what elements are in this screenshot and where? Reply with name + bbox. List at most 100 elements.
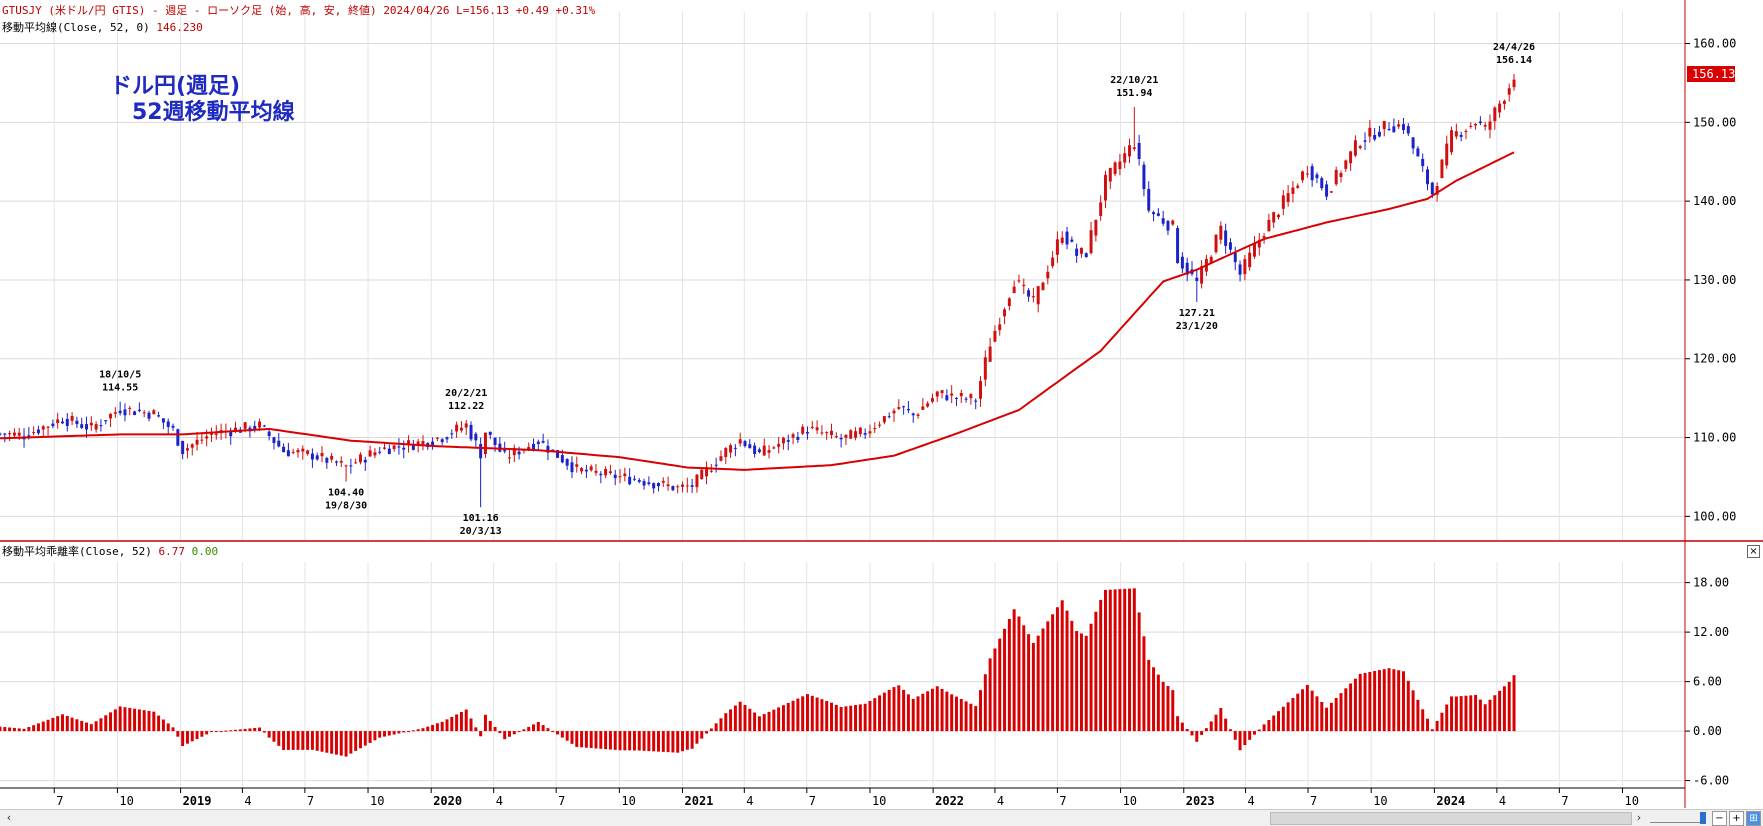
- candle-body: [368, 450, 372, 457]
- deviation-bar: [1051, 614, 1055, 732]
- deviation-bar: [608, 731, 612, 750]
- candle-body: [387, 448, 391, 455]
- deviation-bar: [1248, 731, 1252, 740]
- deviation-bar: [1296, 693, 1300, 732]
- zoom-slider-knob[interactable]: [1700, 812, 1706, 824]
- deviation-bar: [632, 731, 636, 751]
- deviation-bar: [815, 697, 819, 732]
- candle-body: [339, 460, 343, 463]
- candle-body: [599, 473, 603, 476]
- candle-body: [1128, 145, 1132, 157]
- deviation-bar: [1070, 620, 1074, 732]
- deviation-bar: [1291, 697, 1295, 732]
- candle-body: [1291, 187, 1295, 194]
- candle-body: [1075, 248, 1079, 256]
- deviation-bar: [1089, 623, 1093, 732]
- price-axis-label: 110.00: [1693, 431, 1736, 445]
- deviation-bar: [1257, 729, 1261, 732]
- candle-body: [858, 427, 862, 435]
- deviation-bar: [137, 709, 141, 732]
- candle-body: [1243, 259, 1247, 275]
- candle-body: [75, 420, 79, 425]
- price-grid: [0, 12, 1685, 540]
- deviation-bar: [637, 731, 641, 751]
- header-change-pct: +0.31%: [555, 4, 596, 17]
- candle-body: [1003, 309, 1007, 317]
- moving-average-line: [0, 151, 1515, 471]
- candle-body: [1161, 218, 1165, 224]
- annotation-line1: 104.40: [328, 488, 364, 499]
- deviation-bar: [1171, 690, 1175, 732]
- candle-body: [791, 434, 795, 438]
- annotation-line1: 18/10/5: [99, 370, 141, 381]
- candle-body: [113, 412, 117, 414]
- deviation-bar: [724, 713, 728, 732]
- deviation-bar: [767, 711, 771, 732]
- deviation-bar: [685, 731, 689, 750]
- deviation-bar: [397, 731, 401, 734]
- candle-body: [1070, 239, 1074, 242]
- candle-body: [296, 449, 300, 453]
- deviation-bar: [969, 703, 973, 732]
- x-axis-label: 2020: [433, 794, 462, 808]
- x-axis-label: 4: [496, 794, 503, 808]
- zoom-in-icon[interactable]: +: [1729, 811, 1744, 826]
- candle-body: [527, 446, 531, 450]
- deviation-bar: [1488, 699, 1492, 732]
- candle-body: [123, 409, 127, 416]
- candle-body: [671, 486, 675, 491]
- candle-body: [1007, 298, 1011, 307]
- x-axis-label: 10: [1373, 794, 1387, 808]
- zoom-fit-icon[interactable]: ⊞: [1746, 811, 1761, 826]
- chart-title: GTUSJY (米ドル/円 GTIS) - 週足 - ローソク足 (始, 高, …: [2, 4, 377, 17]
- deviation-bar: [46, 719, 50, 732]
- candle-body: [1156, 213, 1160, 216]
- candle-body: [1238, 264, 1242, 275]
- candle-body: [488, 431, 492, 435]
- deviation-bar: [671, 731, 675, 753]
- scroll-thumb[interactable]: [1270, 812, 1632, 825]
- candle-body: [411, 445, 415, 450]
- chevron-right-icon[interactable]: ›: [1636, 811, 1642, 824]
- deviation-bar: [1012, 609, 1016, 732]
- deviation-bar: [200, 731, 204, 737]
- ma-legend-value: 146.230: [156, 21, 203, 34]
- deviation-bar: [1113, 589, 1117, 732]
- candle-body: [503, 449, 507, 452]
- x-axis-label: 7: [1310, 794, 1317, 808]
- deviation-bar: [243, 728, 247, 732]
- horizontal-scrollbar[interactable]: ‹ › − + ⊞: [0, 809, 1763, 826]
- deviation-bar: [1301, 689, 1305, 732]
- annotation-line2: 112.22: [448, 401, 484, 412]
- candle-body: [200, 439, 204, 441]
- candle-body: [1272, 212, 1276, 223]
- deviation-bar: [1195, 731, 1199, 742]
- deviation-bar: [536, 721, 540, 732]
- candle-body: [733, 447, 737, 449]
- candle-body: [1252, 243, 1256, 257]
- candle-body: [512, 447, 516, 456]
- candle-body: [229, 431, 233, 437]
- deviation-bar: [306, 731, 310, 750]
- zoom-out-icon[interactable]: −: [1712, 811, 1727, 826]
- candle-body: [551, 449, 555, 451]
- deviation-bar: [1382, 669, 1386, 732]
- deviation-bar: [407, 731, 411, 733]
- deviation-bar: [844, 706, 848, 732]
- candle-body: [205, 436, 209, 439]
- deviation-bar: [1204, 728, 1208, 732]
- candle-body: [825, 432, 829, 434]
- chevron-left-icon[interactable]: ‹: [6, 811, 12, 824]
- deviation-bar: [440, 721, 444, 732]
- deviation-legend-value2: 0.00: [191, 545, 219, 558]
- deviation-bar: [753, 712, 757, 732]
- candle-body: [964, 398, 968, 400]
- close-icon[interactable]: ×: [1747, 545, 1760, 558]
- candle-body: [407, 440, 411, 445]
- candle-body: [589, 466, 593, 471]
- candle-body: [556, 450, 560, 458]
- zoom-slider[interactable]: [1650, 814, 1700, 823]
- deviation-bar: [94, 721, 98, 732]
- deviation-bar: [60, 714, 64, 732]
- deviation-bar: [1392, 669, 1396, 732]
